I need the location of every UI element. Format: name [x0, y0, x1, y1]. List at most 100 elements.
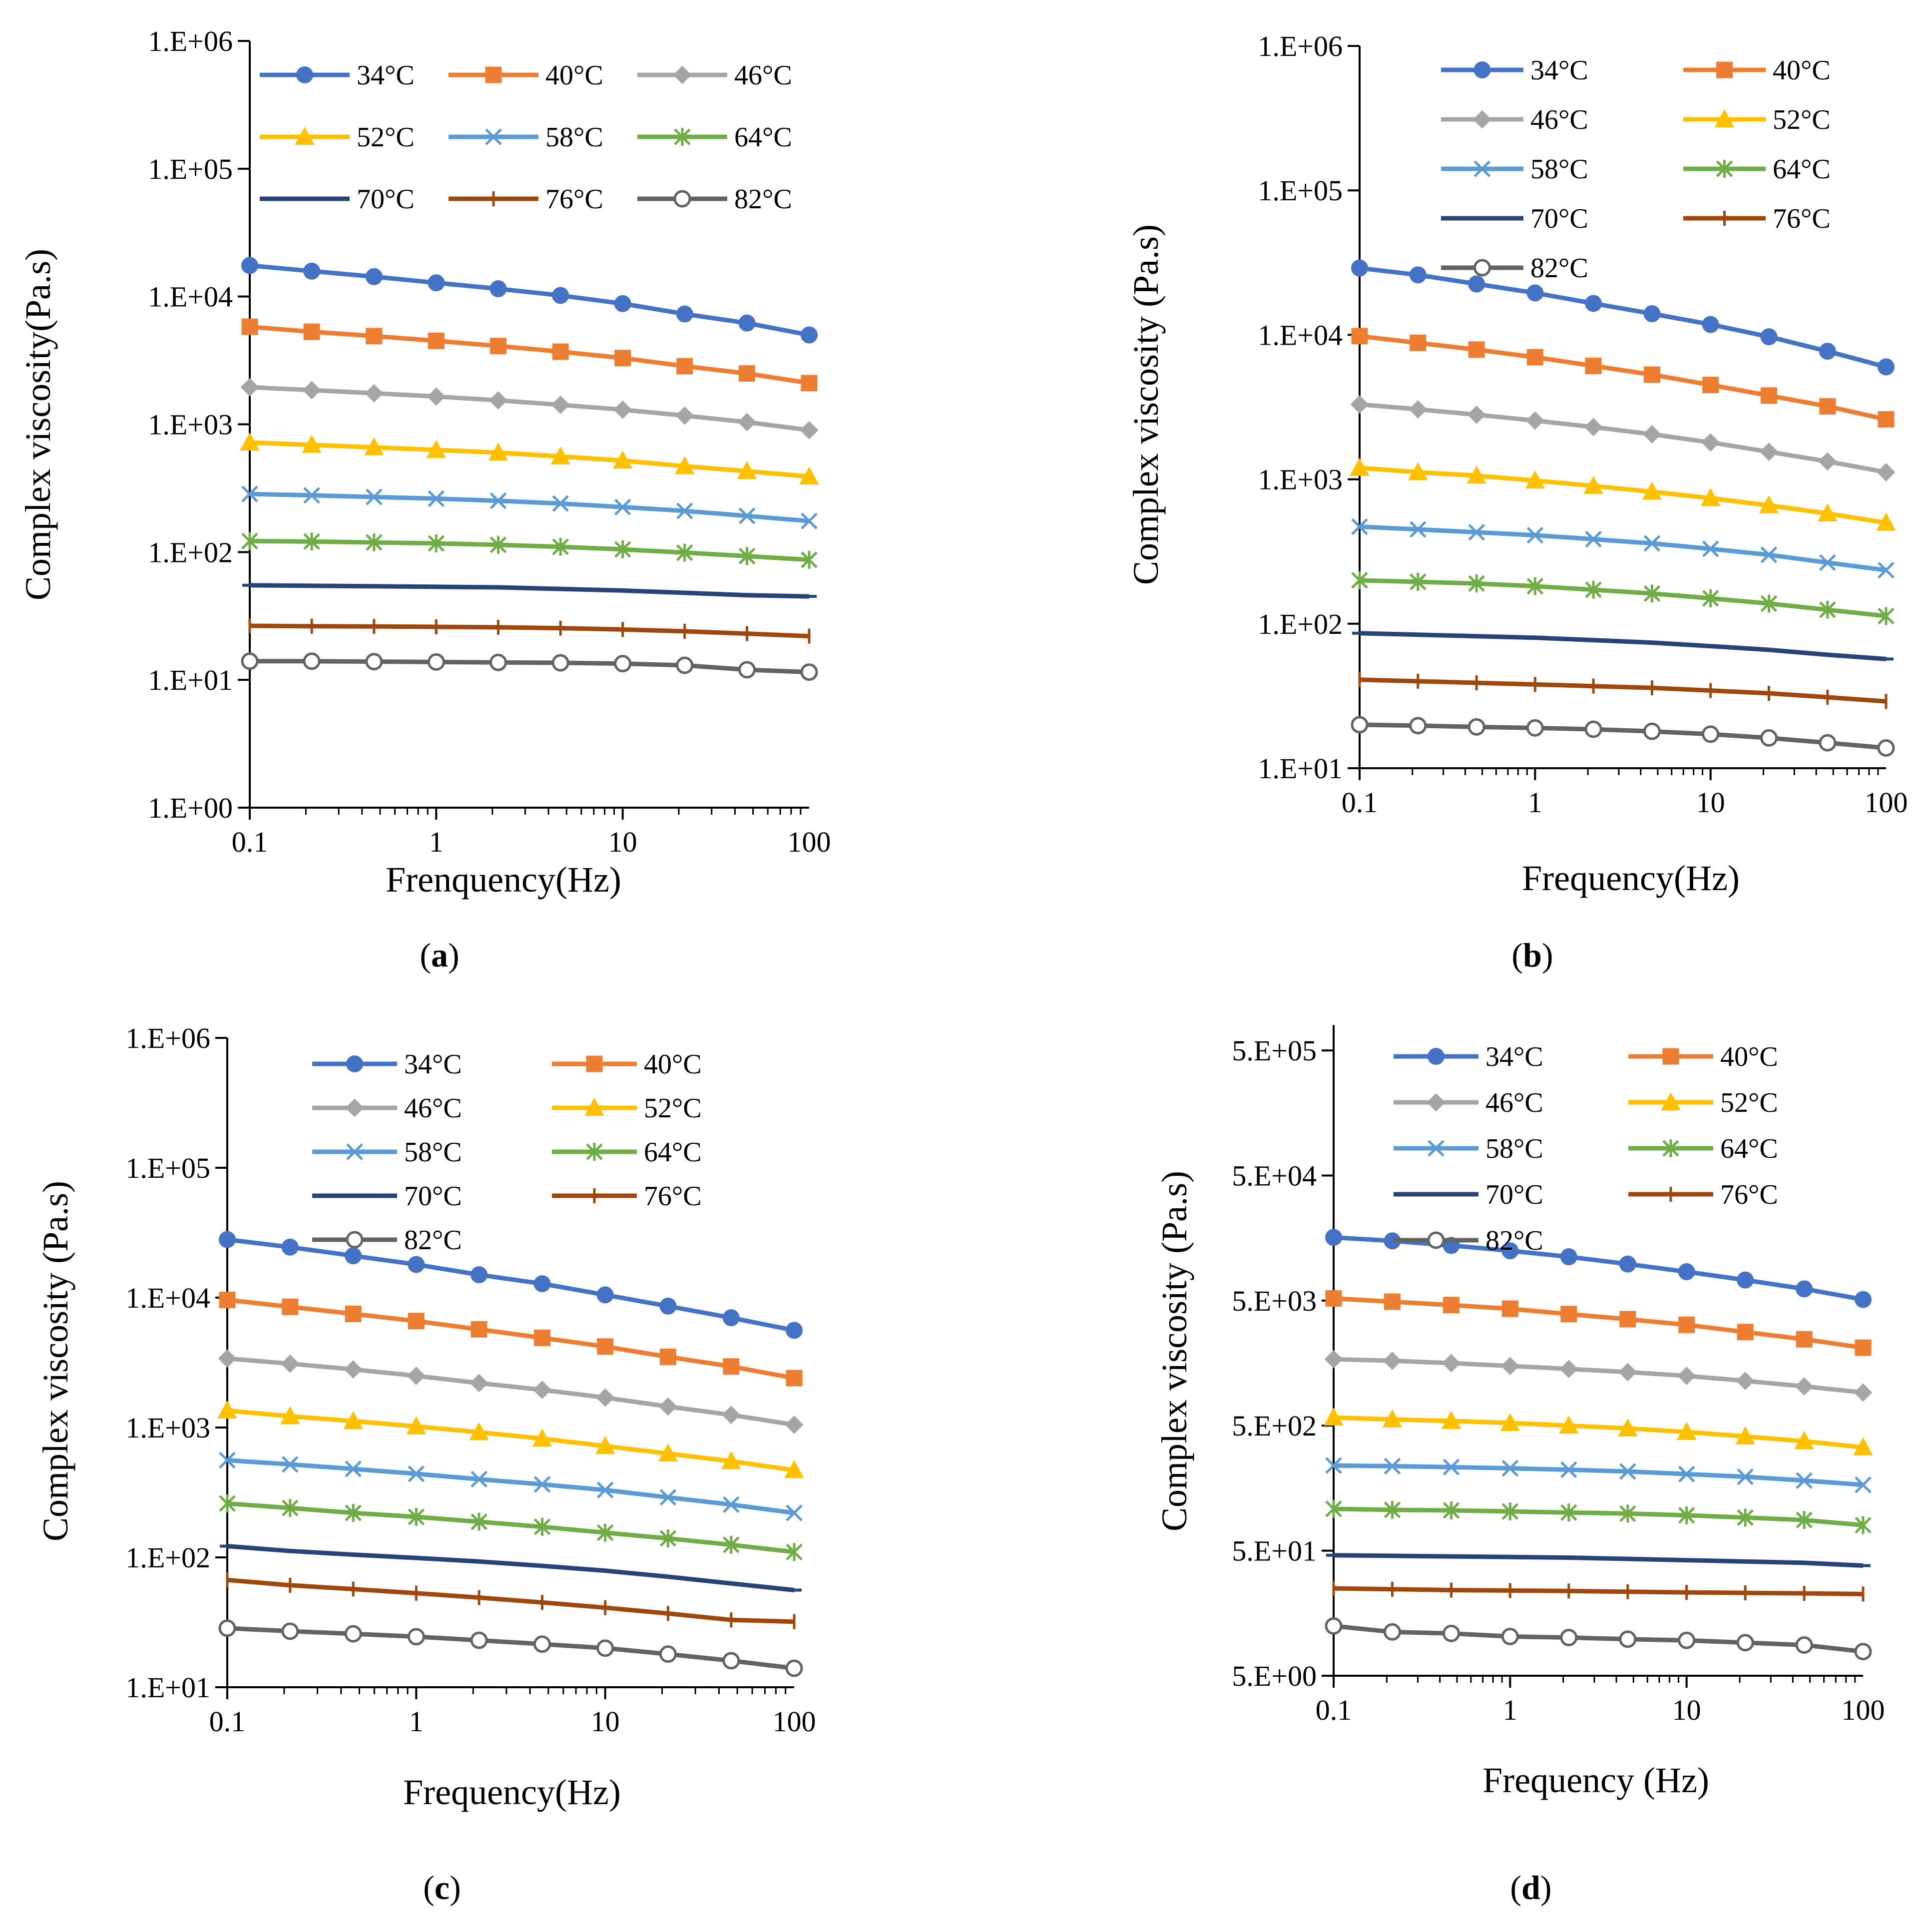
panel-c-data-point [722, 1309, 740, 1327]
panel-d-data-point [1325, 1229, 1342, 1246]
panel-b-data-point [1702, 725, 1720, 743]
panel-a-data-point [675, 456, 695, 475]
panel-a-caption: (a) [420, 936, 459, 974]
panel-d-data-point [1325, 1499, 1342, 1518]
panel-d-data-point [1383, 1623, 1401, 1641]
panel-a-series-64c [241, 532, 818, 569]
legend-item: 52°C [1683, 104, 1831, 135]
panel-a-data-point [366, 328, 383, 345]
panel-a-x-axis-title: Frenquency(Hz) [386, 860, 621, 900]
panel-c-caption: (c) [423, 1869, 461, 1907]
panel-a-data-point [365, 384, 384, 403]
panel-d-series-line [1333, 1296, 1864, 1350]
panel-b-series-line [1359, 334, 1887, 422]
panel-c-ytick-label: 1.E+04 [125, 1282, 210, 1314]
panel-c-series-line [227, 1237, 795, 1333]
panel-b-series-76c [1358, 672, 1888, 709]
panel-b-data-point [1585, 580, 1602, 599]
panel-c-legend: 34°C 40°C 46°C 52°C 58°C 64°C 70°C 76°C 82°C [312, 1049, 702, 1256]
panel-d-data-point [1501, 1300, 1518, 1317]
panel-a-series-line [249, 263, 810, 338]
panel-d-legend: 34°C 40°C 46°C 52°C 58°C 64°C 70°C 76°C 82°C [1394, 1041, 1778, 1256]
legend-marker [1662, 1139, 1679, 1157]
panel-c-series-line [227, 1458, 795, 1515]
panel-b-data-point [1468, 574, 1485, 593]
panel-d-data-point [1737, 1324, 1754, 1341]
panel-c-series-line [227, 1356, 795, 1427]
panel-b-xtick-label: 0.1 [1342, 786, 1378, 819]
panel-c-series-line [227, 1626, 795, 1671]
legend-item: 58°C [1394, 1133, 1543, 1164]
panel-a-series-58c [241, 485, 818, 529]
caption-open: ( [1511, 936, 1523, 974]
panel-b-data-point [1700, 488, 1721, 506]
panel-d-xtick-label: 0.1 [1316, 1694, 1352, 1726]
panel-b-data-point [1760, 729, 1778, 747]
legend-item: 64°C [552, 1137, 702, 1168]
panel-d-data-point [1325, 1457, 1342, 1474]
panel-b-data-point [1585, 530, 1602, 548]
panel-b-data-point [1760, 546, 1778, 563]
legend-item: 76°C [1628, 1179, 1778, 1210]
legend-marker [346, 1231, 364, 1249]
legend-label: 46°C [1485, 1087, 1543, 1118]
panel-d-data-point [1384, 1500, 1401, 1519]
panel-a-data-point [303, 323, 320, 340]
panel-c-data-point [785, 1659, 803, 1677]
panel-d-data-point [1382, 1409, 1403, 1428]
panel-b-series-line [1359, 402, 1887, 475]
panel-b-data-point [1642, 481, 1662, 500]
legend-label: 70°C [404, 1181, 462, 1212]
panel-b-data-point [1701, 433, 1720, 452]
legend-item: 34°C [260, 60, 415, 91]
panel-c-data-point [596, 1523, 614, 1542]
panel-a-data-point [303, 262, 321, 280]
panel-d-series-line [1333, 1586, 1864, 1596]
panel-c-data-point [596, 1286, 614, 1304]
legend-item: 76°C [552, 1181, 702, 1212]
panel-c-data-point [659, 1489, 677, 1506]
legend-item: 40°C [449, 60, 603, 91]
panel-a-xtick-label: 100 [788, 826, 831, 858]
panel-d-data-point [1560, 1629, 1578, 1647]
panel-c-data-point [659, 1349, 676, 1366]
panel-b-series-line [1359, 578, 1887, 618]
legend-item: 70°C [260, 184, 415, 215]
panel-d-data-point [1384, 1457, 1401, 1475]
panel-b-data-point [1526, 349, 1543, 366]
panel-b-data-point [1643, 305, 1661, 323]
panel-c-series-40c [219, 1292, 803, 1387]
panel-b-x-axis-title: Frequency(Hz) [1522, 858, 1740, 898]
panel-d-series-52c [1324, 1408, 1873, 1455]
panel-a-data-point [801, 375, 818, 392]
panel-d-data-point [1678, 1506, 1695, 1524]
panel-d-data-point [1324, 1350, 1343, 1369]
legend-item: 46°C [637, 60, 792, 91]
panel-b-data-point [1468, 341, 1485, 358]
panel-d-series-line [1333, 1357, 1864, 1395]
panel-c-data-point [533, 1275, 551, 1293]
panel-a-data-point [738, 413, 756, 432]
legend-item: 46°C [312, 1093, 462, 1124]
panel-c-series-82c [218, 1619, 803, 1677]
panel-d-data-point [1853, 1437, 1873, 1455]
panel-d-caption: (d) [1510, 1869, 1551, 1907]
panel-b-ytick-label: 1.E+05 [1258, 174, 1343, 207]
legend-marker [295, 126, 315, 145]
panel-a-data-point [550, 446, 570, 465]
panel-a-data-point [676, 358, 693, 375]
legend-item: 82°C [1441, 253, 1588, 284]
panel-d-y-axis-title: Complex viscosity (Pa.s) [1154, 1171, 1194, 1531]
panel-b-data-point [1644, 366, 1661, 383]
legend-marker [586, 1143, 603, 1161]
legend-marker [345, 1098, 364, 1117]
panel-c-data-point [723, 1358, 740, 1375]
panel-c-data-point [408, 1465, 425, 1482]
panel-d-data-point [1501, 1459, 1519, 1477]
panel-b-data-point [1466, 466, 1486, 484]
panel-c-data-point [723, 1496, 740, 1513]
legend-label: 70°C [1530, 203, 1588, 234]
panel-c-data-point [344, 1625, 362, 1643]
panel-b-series-line [1359, 524, 1887, 572]
